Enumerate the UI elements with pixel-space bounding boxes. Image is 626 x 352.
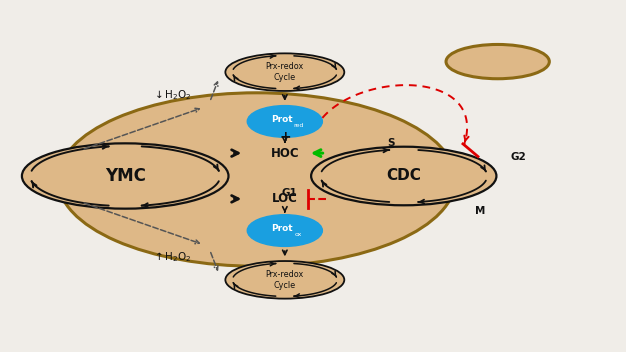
Text: LOC: LOC — [272, 193, 298, 205]
Text: CDC: CDC — [386, 169, 421, 183]
Text: G2: G2 — [511, 152, 526, 162]
Text: $\uparrow$H$_2$O$_2$: $\uparrow$H$_2$O$_2$ — [152, 250, 192, 264]
Text: G1: G1 — [281, 188, 297, 198]
Ellipse shape — [311, 147, 496, 205]
Text: Prx-redox
Cycle: Prx-redox Cycle — [265, 270, 304, 290]
Text: Prot: Prot — [271, 224, 292, 233]
Ellipse shape — [58, 93, 455, 266]
Ellipse shape — [22, 143, 228, 209]
Text: $\downarrow$H$_2$O$_2$: $\downarrow$H$_2$O$_2$ — [152, 88, 192, 102]
Ellipse shape — [247, 106, 322, 137]
Text: M: M — [475, 206, 486, 215]
Text: HOC: HOC — [270, 147, 299, 159]
Text: Prot: Prot — [271, 115, 292, 124]
Ellipse shape — [225, 54, 344, 91]
Text: Prx-redox
Cycle: Prx-redox Cycle — [265, 62, 304, 82]
Ellipse shape — [225, 261, 344, 298]
Text: S: S — [387, 138, 395, 148]
Text: ox: ox — [295, 232, 302, 237]
Text: YMC: YMC — [105, 167, 146, 185]
Text: +: + — [279, 130, 290, 144]
Ellipse shape — [247, 215, 322, 246]
Text: red: red — [294, 123, 304, 128]
Ellipse shape — [446, 44, 550, 79]
